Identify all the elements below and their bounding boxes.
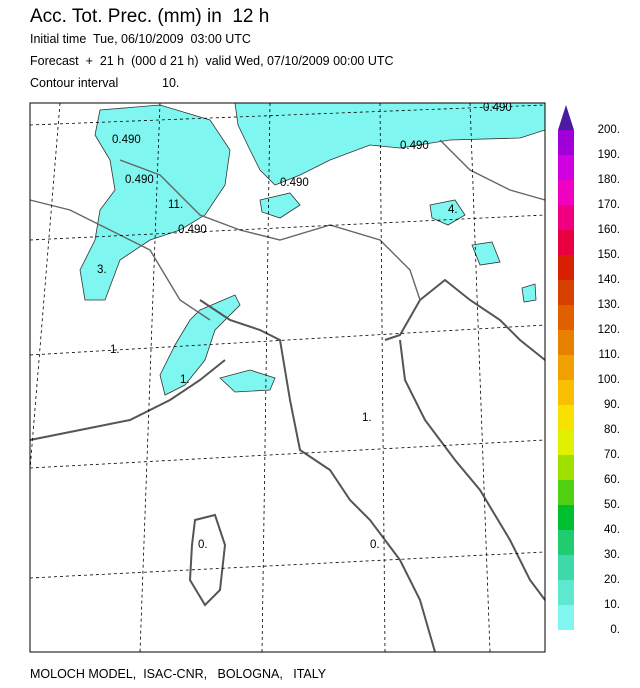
grid-line (29, 214, 546, 241)
colorbar-swatch (558, 155, 574, 180)
colorbar-label: 50. (604, 499, 620, 511)
colorbar-label: 40. (604, 524, 620, 536)
contour-label: 1. (180, 374, 190, 386)
colorbar-swatch (558, 455, 574, 480)
precip-area (79, 104, 231, 301)
contour-label: 1. (362, 412, 372, 424)
colorbar-swatch (558, 355, 574, 380)
contour-label: 0.490 (280, 177, 309, 189)
colorbar-swatch (558, 605, 574, 630)
contour-label: 0. (370, 539, 380, 551)
forecast: Forecast + 21 h (000 d 21 h) valid Wed, … (30, 54, 394, 68)
colorbar-arrow (558, 105, 574, 130)
contour-interval: Contour interval (30, 76, 119, 90)
colorbar-label: 20. (604, 574, 620, 586)
contour-label: 4. (448, 204, 458, 216)
colorbar-label: 60. (604, 474, 620, 486)
colorbar-label: 200. (598, 124, 620, 136)
colorbar-label: 190. (598, 149, 620, 161)
contour-label: 0.490 (112, 134, 141, 146)
border (439, 139, 546, 201)
colorbar-swatch (558, 380, 574, 405)
colorbar-label: 30. (604, 549, 620, 561)
coastlines (29, 278, 546, 653)
precip-area (259, 192, 301, 219)
precip-area (521, 283, 537, 303)
coastline (199, 299, 436, 653)
grid-line (29, 104, 546, 126)
colorbar-swatch (558, 555, 574, 580)
colorbar-swatch (558, 130, 574, 155)
colorbar-label: 110. (598, 349, 620, 361)
colorbar-label: 70. (604, 449, 620, 461)
grid-line (29, 551, 546, 579)
precip-area (234, 102, 546, 186)
contour-label: 0.490 (400, 140, 429, 152)
coastline (384, 278, 546, 361)
precip-area (471, 241, 501, 266)
grid-line (469, 102, 491, 653)
initial-time: Initial time Tue, 06/10/2009 03:00 UTC (30, 32, 251, 46)
colorbar-swatch (558, 580, 574, 605)
colorbar-label: 140. (598, 274, 620, 286)
colorbar-swatch (558, 180, 574, 205)
contour-label: 3. (97, 264, 107, 276)
colorbar-label: 100. (598, 374, 620, 386)
grid-line (29, 439, 546, 469)
contour-label: 1. (110, 344, 120, 356)
colorbar-swatch (558, 280, 574, 305)
colorbar-swatch (558, 330, 574, 355)
contour-label: 0.490 (125, 174, 154, 186)
borders (29, 139, 546, 321)
contour-label: 0.490 (178, 224, 207, 236)
colorbar-label: 160. (598, 224, 620, 236)
title: Acc. Tot. Prec. (mm) in 12 h (30, 6, 270, 27)
grid-line (29, 102, 61, 471)
precip-area (429, 199, 466, 226)
colorbar-label: 130. (598, 299, 620, 311)
colorbar-label: 80. (604, 424, 620, 436)
border (29, 199, 211, 321)
colorbar-swatch (558, 505, 574, 530)
colorbar-label: 10. (604, 599, 620, 611)
coastline (29, 359, 226, 441)
footer: MOLOCH MODEL, ISAC-CNR, BOLOGNA, ITALY (30, 667, 327, 681)
map-frame (29, 102, 546, 653)
precip-area (219, 369, 276, 393)
border (119, 159, 421, 301)
colorbar-label: 120. (598, 324, 620, 336)
contour-label: 11. (168, 199, 183, 211)
colorbar-swatch (558, 305, 574, 330)
colorbar-label: 0. (610, 624, 620, 636)
grid-line (379, 102, 386, 653)
colorbar-swatch (558, 205, 574, 230)
contour-value: 10. (162, 76, 180, 90)
grid-line (139, 102, 161, 653)
colorbar-swatch (558, 430, 574, 455)
contour-label: 0. (198, 539, 208, 551)
colorbar-label: 170. (598, 199, 620, 211)
colorbar-swatch (558, 480, 574, 505)
colorbar-label: 90. (604, 399, 620, 411)
grid-line (29, 324, 546, 356)
colorbar-swatch (558, 230, 574, 255)
contour-label: 0.490 (483, 102, 512, 114)
coastline (399, 339, 546, 601)
lat-lon-grid (29, 102, 546, 653)
colorbar-swatch (558, 530, 574, 555)
colorbar-label: 150. (598, 249, 620, 261)
coastline (188, 513, 227, 607)
colorbar-label: 180. (598, 174, 620, 186)
colorbar-swatch (558, 255, 574, 280)
colorbar-swatch (558, 405, 574, 430)
grid-line (261, 102, 271, 653)
